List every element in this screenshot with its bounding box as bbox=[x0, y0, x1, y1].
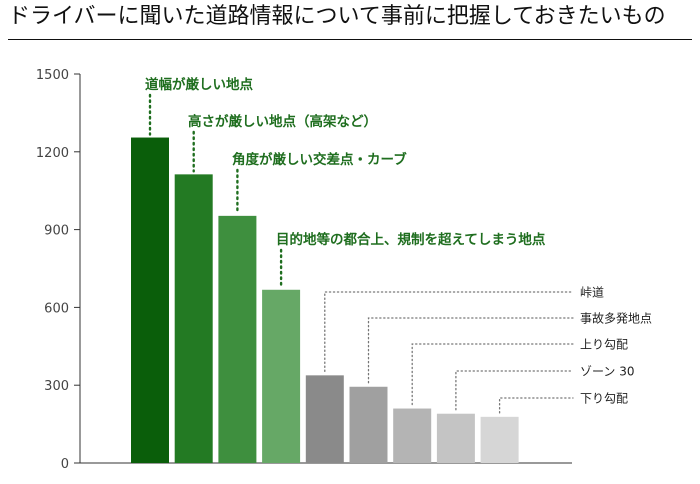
annotation-leader bbox=[498, 397, 574, 414]
y-tick-label: 1200 bbox=[36, 146, 69, 161]
bar bbox=[436, 413, 475, 463]
bar bbox=[305, 375, 344, 463]
annotation-leader bbox=[455, 370, 574, 411]
y-tick-label: 900 bbox=[44, 224, 69, 239]
bar bbox=[262, 289, 301, 463]
annotation-label: 下り勾配 bbox=[580, 392, 628, 406]
bar bbox=[131, 137, 169, 463]
bar bbox=[349, 386, 388, 463]
annotation-label: 峠道 bbox=[580, 285, 604, 300]
bar bbox=[174, 174, 213, 463]
annotation-leader bbox=[324, 291, 574, 372]
annotation-label: 道幅が厳しい地点 bbox=[145, 76, 253, 93]
page-title: ドライバーに聞いた道路情報について事前に把握しておきたいもの bbox=[8, 2, 692, 40]
bar bbox=[218, 215, 257, 463]
y-tick-label: 1500 bbox=[36, 68, 69, 83]
annotation-label: 高さが厳しい地点（高架など） bbox=[188, 113, 377, 130]
annotation-label: 目的地等の都合上、規制を超えてしまう地点 bbox=[276, 231, 546, 248]
annotation-label: 角度が厳しい交差点・カーブ bbox=[232, 151, 407, 168]
y-tick-label: 600 bbox=[44, 301, 69, 316]
bars bbox=[131, 137, 519, 463]
bar bbox=[480, 416, 519, 463]
annotation-label: 上り勾配 bbox=[580, 338, 628, 352]
y-tick-label: 0 bbox=[61, 457, 69, 472]
bar bbox=[393, 408, 432, 463]
annotation-label: 事故多発地点 bbox=[580, 311, 652, 326]
annotation-leader bbox=[411, 343, 574, 406]
annotation-leader bbox=[367, 317, 574, 384]
y-tick-label: 300 bbox=[44, 379, 69, 394]
annotation-label: ゾーン 30 bbox=[580, 365, 634, 379]
